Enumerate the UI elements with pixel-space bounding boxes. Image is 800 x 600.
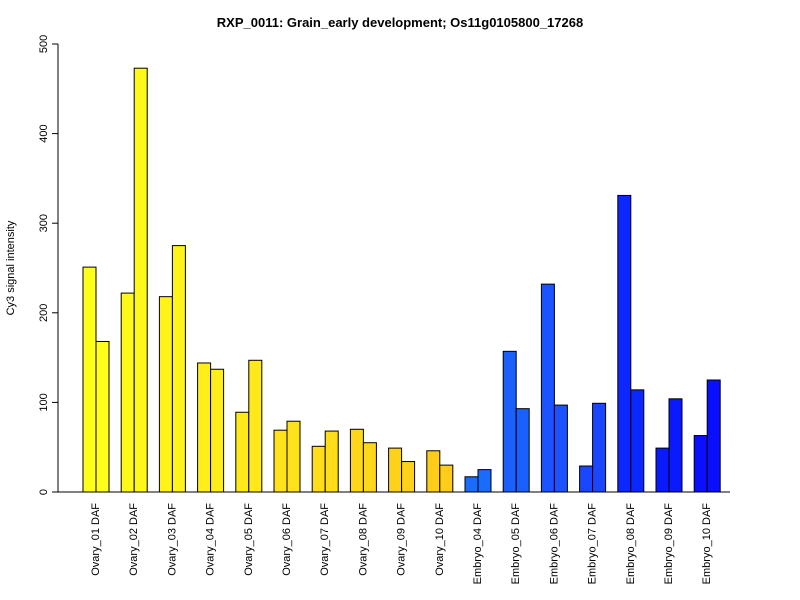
bar-17-rep-1 xyxy=(693,435,708,493)
y-axis: 0 100 200 300 400 500 xyxy=(38,35,59,495)
bar-10-rep-1 xyxy=(426,450,441,493)
bars-group xyxy=(82,67,721,493)
bar-5-rep-2 xyxy=(248,359,263,493)
bar-11-rep-2 xyxy=(477,469,492,493)
x-tick-label: Embryo_08 DAF xyxy=(625,503,637,585)
x-tick-label: Ovary_02 DAF xyxy=(128,503,140,576)
bar-4-rep-2 xyxy=(210,368,225,493)
bar-7-rep-1 xyxy=(311,445,326,493)
bar-15-rep-1 xyxy=(617,194,632,493)
bar-7-rep-2 xyxy=(324,430,339,493)
x-tick-label: Ovary_10 DAF xyxy=(434,503,446,576)
y-tick-label: 200 xyxy=(38,304,50,322)
x-tick-labels: Ovary_01 DAF Ovary_02 DAF Ovary_03 DAF Ovar… xyxy=(90,503,713,585)
x-tick-label: Ovary_05 DAF xyxy=(243,503,255,576)
y-axis-label: Cy3 signal intensity xyxy=(5,220,17,315)
bar-4-rep-1 xyxy=(197,362,212,493)
bar-1-rep-1 xyxy=(82,266,97,493)
bar-2-rep-2 xyxy=(133,67,148,493)
bar-16-rep-1 xyxy=(655,447,670,493)
bar-9-rep-1 xyxy=(388,447,403,493)
bar-15-rep-2 xyxy=(630,389,645,493)
y-tick-label: 0 xyxy=(38,489,50,495)
bar-13-rep-1 xyxy=(540,283,555,493)
y-tick-label: 500 xyxy=(38,35,50,53)
y-tick-label: 100 xyxy=(38,393,50,411)
bar-6-rep-1 xyxy=(273,429,288,493)
bar-8-rep-1 xyxy=(349,428,364,493)
bar-16-rep-2 xyxy=(668,398,683,493)
bar-2-rep-1 xyxy=(120,292,135,493)
bar-9-rep-2 xyxy=(401,461,416,493)
x-tick-label: Embryo_07 DAF xyxy=(587,503,599,585)
bar-14-rep-2 xyxy=(592,402,607,493)
bar-17-rep-2 xyxy=(706,379,721,493)
chart-title: RXP_0011: Grain_early development; Os11g… xyxy=(217,15,583,30)
x-tick-label: Ovary_04 DAF xyxy=(205,503,217,576)
bar-5-rep-1 xyxy=(235,411,250,493)
y-tick-label: 400 xyxy=(38,124,50,142)
bar-1-rep-2 xyxy=(95,340,110,493)
bar-6-rep-2 xyxy=(286,420,301,493)
x-tick-label: Ovary_06 DAF xyxy=(281,503,293,576)
bar-12-rep-2 xyxy=(515,408,530,493)
bar-14-rep-1 xyxy=(579,465,594,493)
x-tick-label: Ovary_08 DAF xyxy=(357,503,369,576)
bar-10-rep-2 xyxy=(439,464,454,493)
bar-13-rep-2 xyxy=(553,404,568,493)
x-tick-label: Ovary_09 DAF xyxy=(396,503,408,576)
x-tick-label: Ovary_07 DAF xyxy=(319,503,331,576)
x-tick-label: Embryo_05 DAF xyxy=(510,503,522,585)
bar-11-rep-1 xyxy=(464,476,479,493)
bar-8-rep-2 xyxy=(362,442,377,493)
x-tick-label: Embryo_06 DAF xyxy=(548,503,560,585)
x-tick-label: Ovary_01 DAF xyxy=(90,503,102,576)
x-tick-label: Embryo_04 DAF xyxy=(472,503,484,585)
x-tick-label: Ovary_03 DAF xyxy=(166,503,178,576)
x-tick-label: Embryo_10 DAF xyxy=(701,503,713,585)
x-tick-label: Embryo_09 DAF xyxy=(663,503,675,585)
bar-12-rep-1 xyxy=(502,350,517,493)
bar-3-rep-1 xyxy=(158,296,173,493)
y-tick-label: 300 xyxy=(38,214,50,232)
bar-3-rep-2 xyxy=(171,245,186,493)
